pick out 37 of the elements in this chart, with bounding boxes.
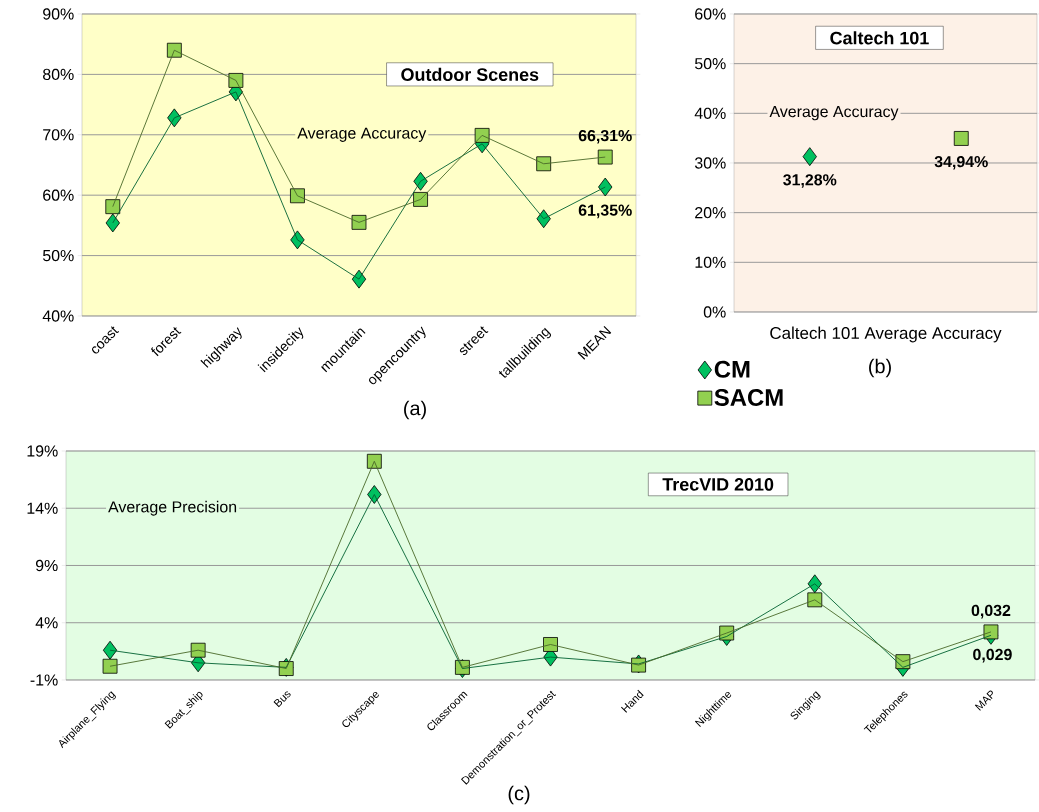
y-axis-title: Average Accuracy	[769, 106, 899, 121]
y-tick-label: 19%	[27, 445, 58, 457]
y-tick-label: 40%	[694, 107, 726, 119]
text: Outdoor Scenes	[401, 67, 539, 81]
data-label: 34,94%	[934, 155, 988, 170]
y-tick-label: 0%	[703, 306, 726, 318]
y-axis-title: Average Precision	[108, 500, 237, 516]
y-tick-label: 9%	[35, 559, 58, 572]
legend-label: CM	[714, 360, 750, 378]
data-label: 61,35%	[578, 204, 632, 219]
text: (b)	[869, 358, 891, 378]
y-tick-label: 60%	[43, 189, 74, 201]
y-tick-label: 40%	[42, 310, 74, 322]
y-tick-label: 10%	[695, 256, 726, 268]
y-tick-label: -1%	[30, 674, 58, 686]
y-tick-label: 14%	[27, 502, 58, 514]
x-tick-label: Bus	[273, 691, 291, 708]
y-tick-label: 70%	[43, 129, 74, 141]
text: (a)	[404, 400, 426, 420]
y-tick-label: 80%	[43, 68, 74, 81]
text: (c)	[508, 785, 530, 805]
y-tick-label: 50%	[694, 58, 726, 70]
data-label: 31,28%	[783, 174, 837, 188]
legend-label: SACM	[714, 389, 783, 406]
y-tick-label: 90%	[43, 8, 74, 20]
y-tick-label: 50%	[42, 249, 74, 262]
data-label: 0,029	[973, 648, 1012, 663]
data-label: 0,032	[971, 604, 1011, 619]
x-axis-title: Caltech 101 Average Accuracy	[770, 326, 1002, 343]
y-tick-label: 60%	[695, 8, 726, 20]
y-axis-title: Average Accuracy	[297, 127, 427, 142]
text: Caltech 101	[830, 31, 929, 45]
y-tick-label: 20%	[695, 207, 726, 219]
y-tick-label: 30%	[694, 157, 726, 169]
text: TrecVID 2010	[662, 478, 774, 491]
y-tick-label: 4%	[35, 617, 58, 629]
data-label: 66,31%	[578, 129, 632, 144]
